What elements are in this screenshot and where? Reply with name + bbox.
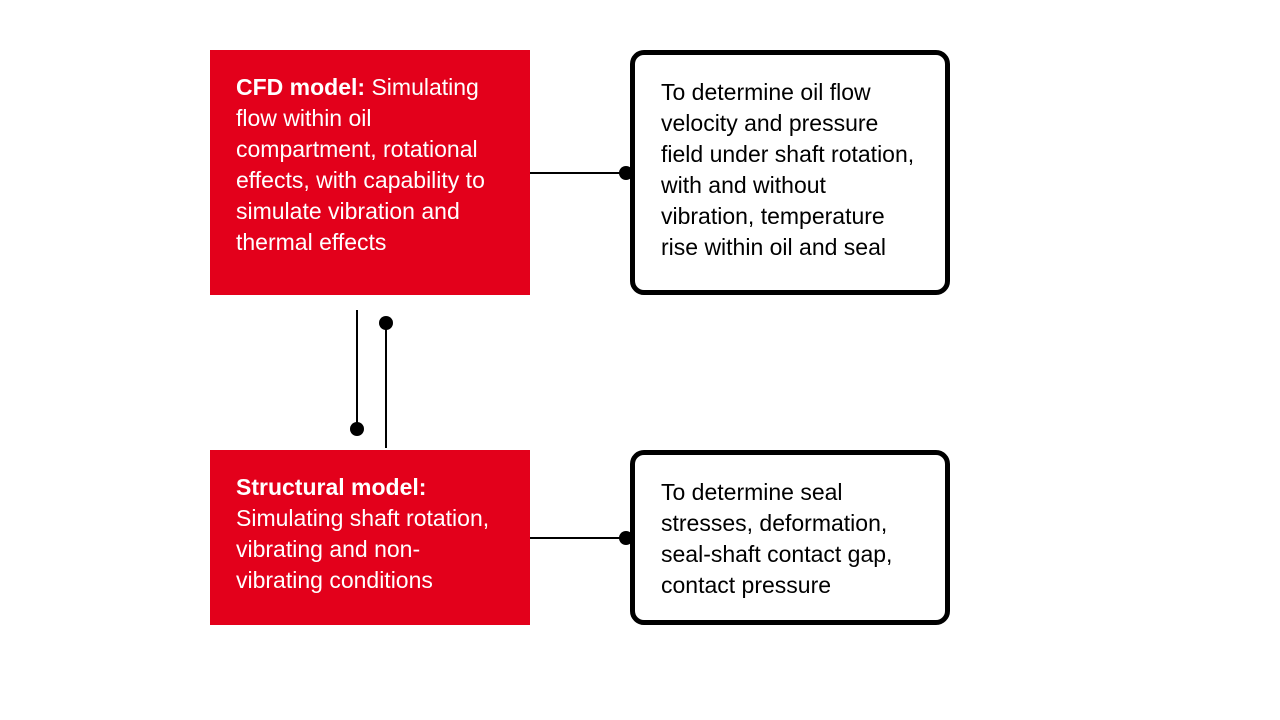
cfd-model-title: CFD model: (236, 74, 365, 100)
connector-structural-dot (619, 531, 633, 545)
structural-model-body: Simulating shaft rotation, vibrating and… (236, 505, 489, 593)
cfd-output-body: To determine oil flow velocity and press… (661, 79, 914, 260)
connector-vertical-up-dot (379, 316, 393, 330)
structural-model-box: Structural model: Simulating shaft rotat… (210, 450, 530, 625)
structural-output-body: To determine seal stresses, deformation,… (661, 479, 892, 598)
connector-cfd-dot (619, 166, 633, 180)
structural-output-box: To determine seal stresses, deformation,… (630, 450, 950, 625)
connector-vertical-up (385, 323, 387, 448)
cfd-model-box: CFD model: Simulating flow within oil co… (210, 50, 530, 295)
cfd-model-body: Simulating flow within oil compartment, … (236, 74, 485, 255)
connector-structural-to-output (530, 537, 626, 539)
cfd-output-box: To determine oil flow velocity and press… (630, 50, 950, 295)
structural-model-title: Structural model: (236, 474, 426, 500)
connector-cfd-to-output (530, 172, 626, 174)
connector-vertical-down (356, 310, 358, 435)
connector-vertical-down-dot (350, 422, 364, 436)
